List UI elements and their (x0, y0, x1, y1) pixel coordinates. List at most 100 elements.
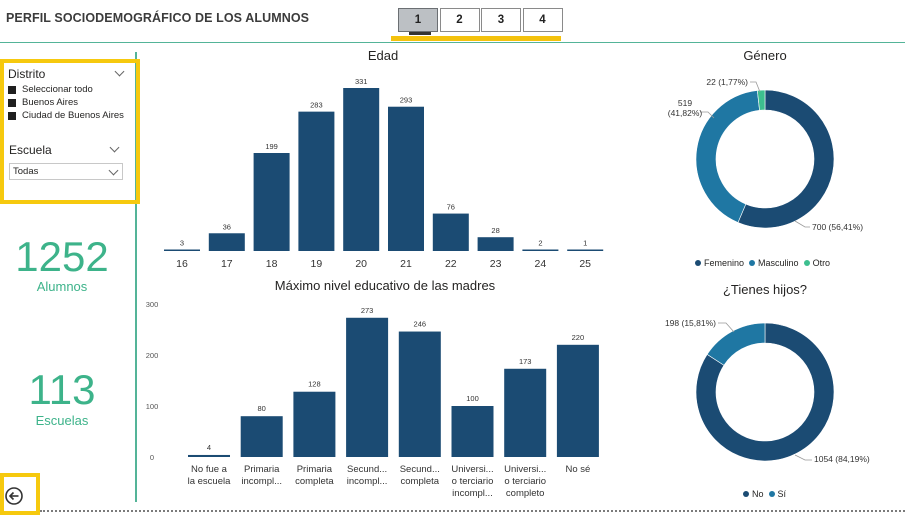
bar-24 (522, 249, 559, 251)
data-label: 283 (310, 101, 323, 110)
bar-21 (388, 106, 424, 252)
x-tick-label: completa (295, 476, 334, 487)
x-tick-label: Secund... (347, 464, 387, 475)
checkbox-icon[interactable] (8, 85, 16, 94)
header-divider (0, 42, 905, 43)
y-tick-label: 300 (146, 300, 159, 309)
data-label: 4 (207, 443, 211, 452)
bar-23 (477, 237, 514, 251)
back-button[interactable] (0, 473, 40, 515)
legend-dot-icon (768, 491, 775, 497)
x-tick-label: 17 (221, 258, 233, 270)
tabs-highlight-bar (391, 36, 561, 41)
filters-panel (0, 59, 140, 204)
data-label: 76 (447, 203, 455, 212)
x-tick-label: o terciario (452, 476, 494, 487)
bar-18 (253, 153, 290, 251)
x-tick-label: Universi... (451, 464, 493, 475)
x-tick-label: incompl... (347, 476, 388, 487)
x-tick-label: Primaria (244, 464, 280, 475)
back-arrow-icon[interactable] (4, 477, 36, 511)
x-tick-label: o terciario (504, 476, 546, 487)
madres-chart-title: Máximo nivel educativo de las madres (274, 278, 496, 293)
bar-20 (343, 88, 380, 251)
genero-chart-title: Género (743, 48, 787, 63)
page-tab-1[interactable]: 1 (398, 8, 438, 32)
bar-madres (188, 454, 230, 457)
bar-16 (164, 249, 200, 251)
chevron-down-icon[interactable] (108, 165, 119, 176)
slice-femenino (737, 89, 835, 229)
x-tick-label: incompl... (241, 476, 282, 487)
slice-label: 1054 (84,19%) (814, 454, 870, 464)
legend-item-femenino[interactable]: Femenino (695, 258, 744, 268)
slice-label: 22 (1,77%) (706, 77, 748, 87)
x-tick-label: Secund... (400, 464, 440, 475)
data-label: 293 (400, 96, 413, 105)
x-tick-label: Universi... (504, 464, 546, 475)
leader-line (718, 322, 735, 333)
slicer-item-select-all[interactable]: Seleccionar todo (8, 83, 124, 96)
leader-line (794, 220, 810, 228)
distrito-slicer-list: Seleccionar todo Buenos Aires Ciudad de … (8, 83, 124, 122)
x-tick-label: 20 (355, 258, 367, 270)
data-label: 2 (538, 239, 542, 248)
bar-madres (556, 344, 599, 457)
x-tick-label: incompl... (452, 488, 493, 499)
legend-item-masculino[interactable]: Masculino (749, 258, 799, 268)
bar-25 (567, 249, 604, 251)
active-tab-indicator (409, 32, 431, 35)
legend-item-si[interactable]: Sí (768, 489, 786, 499)
x-tick-label: completa (401, 476, 440, 487)
data-label: 331 (355, 77, 368, 86)
footer-divider (40, 510, 905, 512)
bar-19 (298, 111, 335, 251)
y-tick-label: 0 (150, 453, 154, 462)
x-tick-label: la escuela (188, 476, 231, 487)
escuelas-kpi-value: 113 (28, 366, 96, 413)
x-tick-label: 21 (400, 258, 412, 270)
x-tick-label: 16 (176, 258, 188, 270)
x-tick-label: 22 (445, 258, 457, 270)
slice-label: 700 (56,41%) (812, 222, 863, 232)
data-label: 1 (583, 239, 587, 248)
hijos-donut-chart: 1054 (84,19%) 198 (15,81%) (665, 318, 870, 464)
x-tick-label: 24 (535, 258, 547, 270)
escuela-dropdown[interactable]: Todas (9, 163, 123, 180)
edad-chart-title: Edad (367, 48, 399, 63)
hijos-legend: No Sí (743, 489, 791, 499)
bar-madres (346, 317, 389, 457)
page-tab-4[interactable]: 4 (522, 8, 563, 32)
page-tab-2[interactable]: 2 (439, 8, 480, 32)
x-tick-label: 19 (311, 258, 323, 270)
page-title: PERFIL SOCIODEMOGRÁFICO DE LOS ALUMNOS (6, 11, 310, 25)
slicer-item-caba[interactable]: Ciudad de Buenos Aires (8, 109, 124, 122)
edad-bar-chart: 3 16 36 17 199 18 283 19 331 20 293 21 76 22 28 23 2 24 1 2… (164, 77, 604, 270)
hijos-chart-title: ¿Tienes hijos? (722, 282, 808, 297)
bar-madres (293, 391, 336, 457)
legend-dot-icon (749, 260, 756, 266)
bar-17 (208, 233, 245, 251)
slice-otro (756, 89, 766, 111)
checkbox-icon[interactable] (8, 111, 16, 120)
slicer-item-buenos-aires[interactable]: Buenos Aires (8, 96, 124, 109)
bar-madres (398, 331, 441, 457)
x-tick-label: No fue a (191, 464, 228, 475)
legend-item-otro[interactable]: Otro (803, 258, 830, 268)
page-navigator: 1 2 3 4 (398, 8, 564, 32)
sidebar-divider (135, 52, 137, 502)
checkbox-icon[interactable] (8, 98, 16, 107)
legend-dot-icon (803, 260, 810, 266)
bar-madres (504, 368, 547, 457)
data-label: 80 (258, 404, 266, 413)
data-label: 173 (519, 357, 532, 366)
data-label: 28 (491, 226, 499, 235)
data-label: 128 (308, 380, 321, 389)
x-tick-label: Primaria (297, 464, 333, 475)
y-tick-label: 100 (146, 402, 159, 411)
page-tab-3[interactable]: 3 (481, 8, 521, 32)
x-tick-label: 25 (579, 258, 591, 270)
data-label: 100 (466, 394, 479, 403)
data-label: 220 (572, 333, 585, 342)
legend-item-no[interactable]: No (743, 489, 764, 499)
